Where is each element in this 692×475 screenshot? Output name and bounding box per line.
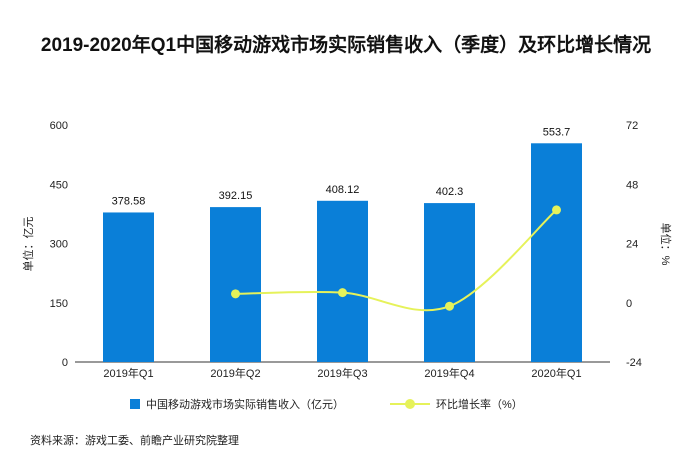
x-tick-label: 2020年Q1 bbox=[531, 366, 581, 380]
x-tick-label: 2019年Q1 bbox=[103, 366, 153, 380]
y-right-tick-label: 24 bbox=[626, 239, 638, 251]
y-left-tick-label: 450 bbox=[50, 179, 68, 191]
y-left-tick-label: 600 bbox=[50, 120, 68, 132]
legend-swatch-revenue bbox=[130, 399, 140, 409]
point-growth bbox=[445, 301, 454, 311]
legend-swatch-growth bbox=[390, 398, 430, 410]
bar-revenue bbox=[531, 143, 582, 362]
bar-data-label: 553.7 bbox=[543, 126, 571, 138]
bar-revenue bbox=[210, 207, 261, 362]
y-right-tick-label: -24 bbox=[626, 357, 642, 369]
bar-data-label: 402.3 bbox=[436, 186, 464, 198]
y-right-tick-label: 48 bbox=[626, 179, 638, 191]
bar-revenue bbox=[317, 200, 368, 362]
legend-label-revenue: 中国移动游戏市场实际销售收入（亿元） bbox=[146, 399, 344, 411]
y-right-tick-label: 72 bbox=[626, 120, 638, 132]
bar-data-label: 378.58 bbox=[112, 195, 146, 207]
x-tick-label: 2019年Q4 bbox=[424, 366, 474, 380]
bar-revenue bbox=[103, 212, 154, 362]
chart-title: 2019-2020年Q1中国移动游戏市场实际销售收入（季度）及环比增长情况 bbox=[40, 35, 652, 56]
legend-item-growth: 环比增长率（%） bbox=[390, 396, 523, 412]
y-left-tick-label: 300 bbox=[50, 239, 68, 251]
source-note: 资料来源：游戏工委、前瞻产业研究院整理 bbox=[30, 435, 239, 447]
y-left-tick-label: 150 bbox=[50, 298, 68, 310]
point-growth bbox=[552, 205, 561, 215]
bar-data-label: 408.12 bbox=[326, 184, 360, 196]
x-tick-label: 2019年Q3 bbox=[317, 366, 367, 380]
point-growth bbox=[338, 288, 347, 298]
y-left-tick-label: 0 bbox=[62, 357, 68, 369]
x-tick-label: 2019年Q2 bbox=[210, 366, 260, 380]
legend-item-revenue: 中国移动游戏市场实际销售收入（亿元） bbox=[130, 396, 344, 412]
legend-label-growth: 环比增长率（%） bbox=[436, 399, 523, 411]
bar-revenue bbox=[424, 203, 475, 362]
point-growth bbox=[231, 289, 240, 299]
bar-data-label: 392.15 bbox=[219, 190, 253, 202]
line-growth bbox=[235, 209, 558, 312]
y-right-tick-label: 0 bbox=[626, 298, 632, 310]
